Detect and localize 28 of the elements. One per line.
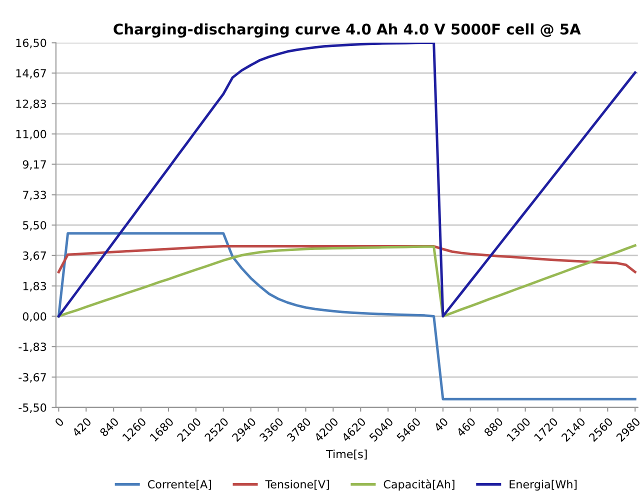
y-tick-label: 0,00 — [22, 312, 46, 322]
x-tick-label: 40 — [433, 417, 449, 432]
y-tick-label: -1,83 — [18, 342, 46, 352]
y-tick-label: 12,83 — [16, 100, 46, 110]
y-tick-label: 9,17 — [22, 160, 46, 170]
y-tick-label: 11,00 — [16, 130, 46, 140]
y-tick-label: 7,33 — [23, 190, 46, 200]
y-tick-label: 16,50 — [16, 38, 46, 48]
line-series — [57, 232, 636, 400]
chart-title: Charging-discharging curve 4.0 Ah 4.0 V 5000F cell @ 5A — [114, 23, 581, 38]
y-tick-label: 3,67 — [23, 251, 46, 261]
legend-label: Capacità[Ah] — [384, 479, 454, 491]
x-axis-title: Time[s] — [326, 450, 367, 460]
legend-label: Corrente[A] — [148, 480, 211, 490]
legend-label: Tensione[V] — [265, 480, 329, 490]
legend-label: Energia[Wh] — [510, 480, 577, 491]
y-tick-label: 5,50 — [23, 221, 46, 231]
y-tick-label: 14,67 — [16, 69, 46, 79]
x-tick-label: 840 — [99, 417, 120, 438]
x-tick-label: 0 — [54, 417, 64, 428]
x-tick-label: 460 — [456, 417, 476, 438]
x-tick-label: 420 — [72, 417, 92, 438]
y-tick-label: 1,83 — [23, 282, 46, 292]
line-series — [57, 42, 636, 318]
x-tick-label: 880 — [484, 417, 504, 438]
line-series — [57, 244, 636, 318]
y-tick-label: -3,67 — [18, 373, 46, 383]
y-tick-label: -5,50 — [18, 403, 46, 413]
